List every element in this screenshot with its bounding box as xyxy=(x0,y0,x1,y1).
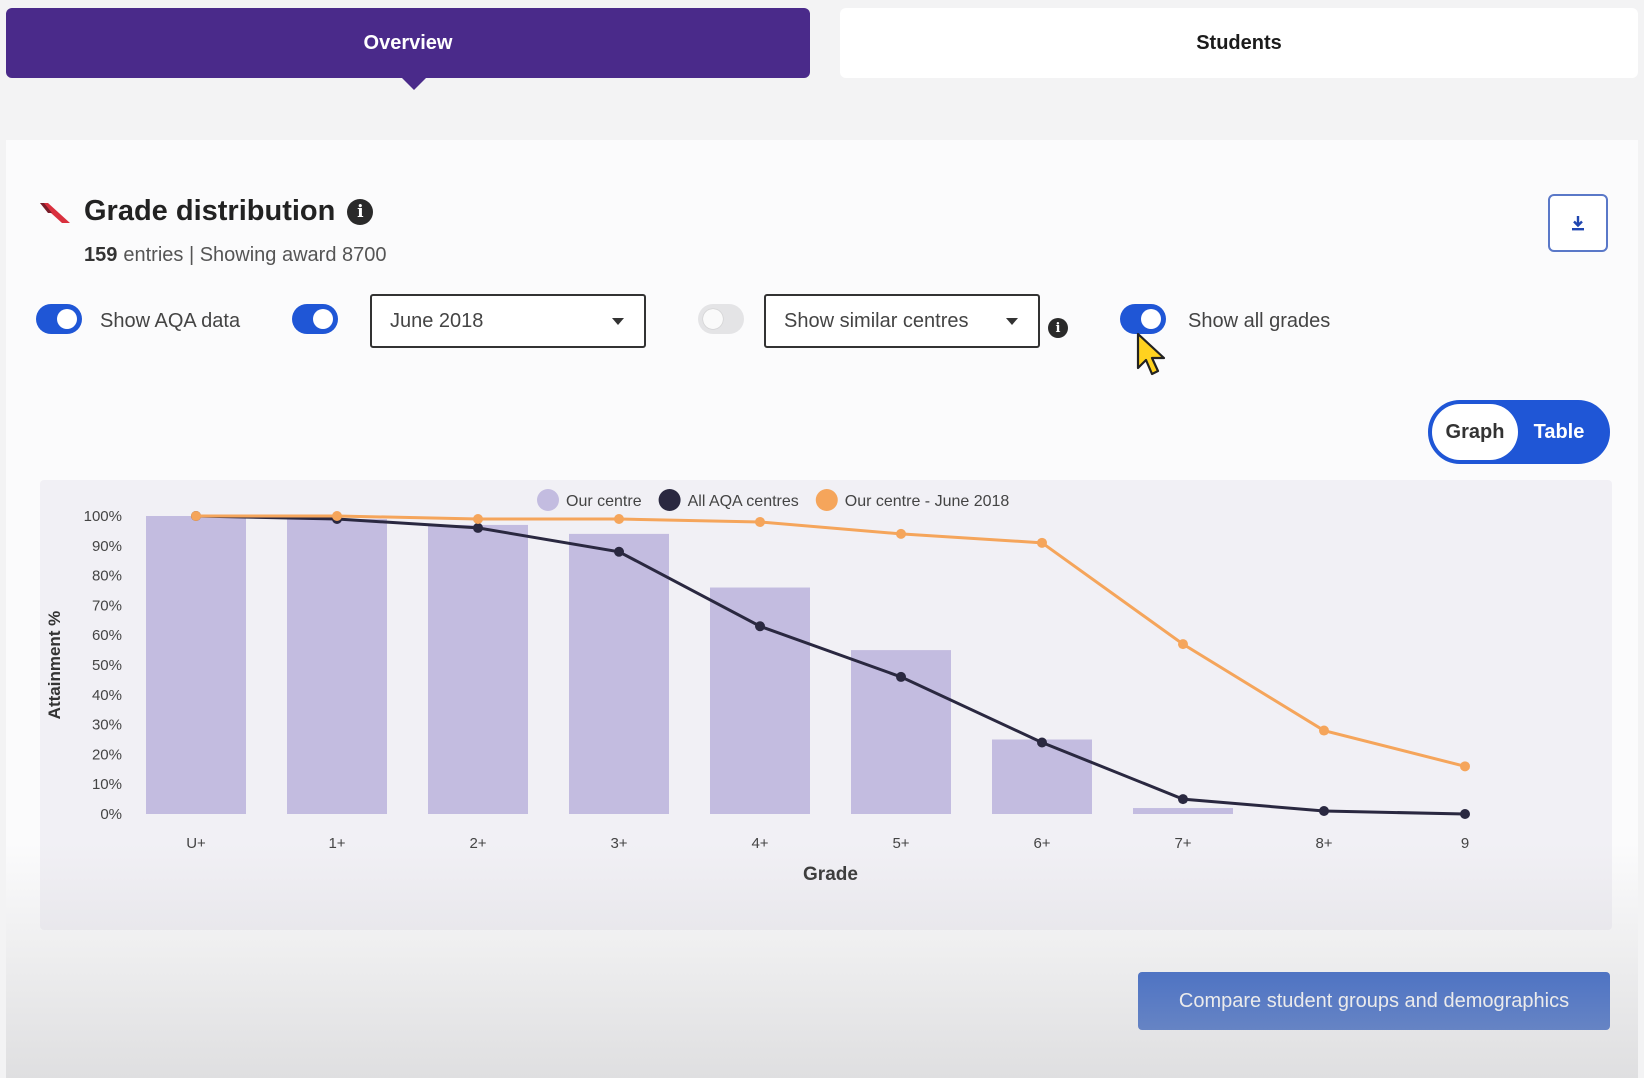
legend-label: Our centre xyxy=(566,493,642,510)
y-tick-label: 0% xyxy=(100,806,122,823)
slash-logo-icon xyxy=(40,202,70,223)
point-1-2+ xyxy=(473,513,483,524)
similar-centres-toggle[interactable] xyxy=(698,304,744,334)
y-tick-label: 90% xyxy=(92,538,122,555)
x-tick-label: U+ xyxy=(186,835,206,852)
x-axis-label: Grade xyxy=(803,864,858,885)
point-1-U+ xyxy=(191,511,201,521)
download-icon xyxy=(1572,216,1584,231)
point-0-7+ xyxy=(1178,794,1188,805)
point-1-3+ xyxy=(614,513,624,524)
graph-table-switch[interactable]: Graph Table xyxy=(1428,400,1610,464)
point-1-7+ xyxy=(1178,639,1188,650)
grade-distribution-card: Grade distribution i 159 entries | Showin… xyxy=(6,140,1638,1078)
chevron-down-icon xyxy=(1006,318,1018,325)
toggle-knob xyxy=(703,309,723,329)
toggle-knob xyxy=(313,309,333,329)
table-option[interactable]: Table xyxy=(1516,404,1602,460)
point-1-4+ xyxy=(755,516,765,527)
y-tick-label: 10% xyxy=(92,776,122,793)
download-button[interactable] xyxy=(1548,194,1608,252)
x-tick-label: 2+ xyxy=(469,835,486,852)
bar-6+ xyxy=(992,739,1092,814)
tab-students[interactable]: Students xyxy=(840,8,1638,78)
y-tick-label: 60% xyxy=(92,627,122,644)
show-aqa-toggle[interactable] xyxy=(36,304,82,334)
entries-text: entries | Showing award 8700 xyxy=(123,244,387,266)
section-title: Grade distribution xyxy=(84,195,336,227)
bar-U+ xyxy=(146,516,246,814)
x-tick-label: 4+ xyxy=(751,835,768,852)
section-subtitle: 159 entries | Showing award 8700 xyxy=(84,244,387,267)
point-0-6+ xyxy=(1037,737,1047,748)
y-tick-label: 70% xyxy=(92,597,122,614)
point-0-2+ xyxy=(473,522,483,533)
graph-option[interactable]: Graph xyxy=(1432,404,1518,460)
entries-count: 159 xyxy=(84,244,118,266)
point-0-9 xyxy=(1460,809,1470,819)
series-toggle[interactable] xyxy=(292,304,338,334)
y-tick-label: 40% xyxy=(92,687,122,704)
tab-students-label: Students xyxy=(1196,31,1282,54)
bar-1+ xyxy=(287,518,387,814)
point-0-3+ xyxy=(614,546,624,557)
x-tick-label: 1+ xyxy=(328,835,345,852)
legend-swatch xyxy=(815,489,838,511)
y-tick-label: 20% xyxy=(92,746,122,763)
section-header: Grade distribution i xyxy=(38,195,374,228)
x-tick-label: 9 xyxy=(1461,835,1469,852)
mouse-cursor-icon xyxy=(1136,332,1166,376)
similar-centres-select-value: Show similar centres xyxy=(784,309,969,332)
point-1-9 xyxy=(1460,761,1470,772)
show-all-grades-label: Show all grades xyxy=(1188,310,1331,332)
point-1-5+ xyxy=(896,528,906,539)
compare-groups-button[interactable]: Compare student groups and demographics xyxy=(1138,972,1610,1030)
bar-7+ xyxy=(1133,808,1233,814)
y-axis-label: Attainment % xyxy=(45,611,64,720)
similar-centres-info-icon[interactable]: i xyxy=(1048,318,1068,338)
y-tick-label: 30% xyxy=(92,717,122,734)
tab-overview-label: Overview xyxy=(363,31,453,54)
bar-3+ xyxy=(569,533,669,814)
x-tick-label: 6+ xyxy=(1033,835,1050,852)
point-1-1+ xyxy=(332,511,342,521)
info-icon[interactable]: i xyxy=(347,198,374,225)
legend-swatch xyxy=(658,489,681,511)
legend-label: All AQA centres xyxy=(688,493,799,510)
active-tab-indicator xyxy=(401,77,427,90)
tab-overview[interactable]: Overview xyxy=(6,8,810,90)
point-0-5+ xyxy=(896,671,906,682)
grade-distribution-chart: 0% 10% 20% 30% 40% 50% 60% 70% 80% 90% 100% Attainm… xyxy=(45,489,1470,885)
show-all-grades-toggle[interactable] xyxy=(1120,304,1166,334)
point-0-4+ xyxy=(755,621,765,632)
x-tick-label: 8+ xyxy=(1315,835,1332,852)
legend-swatch xyxy=(537,489,559,511)
x-tick-label: 5+ xyxy=(892,835,909,852)
x-tick-label: 7+ xyxy=(1174,835,1191,852)
table-option-label: Table xyxy=(1533,420,1585,443)
point-1-8+ xyxy=(1319,725,1329,736)
y-tick-label: 100% xyxy=(84,508,122,525)
x-tick-label: 3+ xyxy=(610,835,627,852)
chevron-down-icon xyxy=(612,318,624,325)
legend-label: Our centre - June 2018 xyxy=(845,493,1010,510)
bar-2+ xyxy=(428,524,528,814)
series-select[interactable]: June 2018 xyxy=(370,294,646,348)
toggle-knob xyxy=(1141,309,1161,329)
point-0-8+ xyxy=(1319,806,1329,817)
y-tick-label: 50% xyxy=(92,657,122,674)
point-1-6+ xyxy=(1037,537,1047,548)
compare-groups-label: Compare student groups and demographics xyxy=(1178,989,1570,1012)
series-select-value: June 2018 xyxy=(390,309,484,332)
similar-centres-select[interactable]: Show similar centres xyxy=(764,294,1040,348)
chart-area: 0% 10% 20% 30% 40% 50% 60% 70% 80% 90% 100% Attainm… xyxy=(40,480,1612,930)
show-aqa-label: Show AQA data xyxy=(100,310,241,332)
graph-option-label: Graph xyxy=(1445,420,1505,443)
y-tick-label: 80% xyxy=(92,568,122,585)
toggle-knob xyxy=(57,309,77,329)
